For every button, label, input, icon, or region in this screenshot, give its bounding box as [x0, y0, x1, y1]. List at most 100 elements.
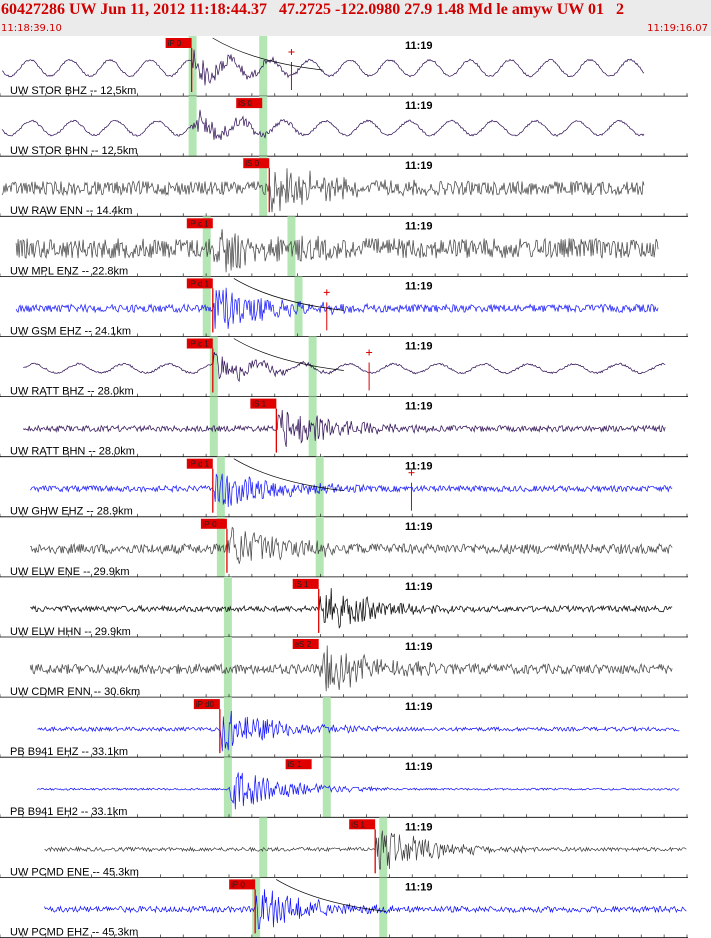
pick-label: iP d 1 — [189, 279, 210, 288]
trace-panel: 11:19 iS 1 UW ELW HHN -- 29.9km — [0, 576, 688, 638]
time-window-band — [209, 336, 218, 397]
minute-label: 11:19 — [405, 701, 433, 713]
coda-decay-curve — [233, 458, 344, 492]
pick-flag — [349, 819, 376, 830]
trace-panel: 11:19 iS 1 UW PCMD ENE -- 45.3km — [0, 817, 688, 878]
waveform-trace — [37, 710, 680, 752]
trace-panel: 11:19 iS 0 UW STOR BHN -- 12.5km — [0, 96, 688, 157]
station-label: PB B941 EH2 -- 33.1km — [10, 806, 127, 818]
station-label: UW ELW ENE -- 29.9km — [10, 566, 130, 578]
pick-label: iS 0 — [238, 99, 252, 108]
pick-label: iS 1 — [351, 820, 365, 829]
waveform-trace — [29, 473, 673, 508]
pick-flag — [243, 158, 270, 169]
time-window-band — [223, 637, 232, 698]
minute-label: 11:19 — [405, 521, 433, 533]
waveform-trace — [1, 49, 645, 86]
minute-label: 11:19 — [405, 401, 433, 413]
pick-label: eS 2 — [295, 640, 312, 649]
trace-panel: 11:19 iP 0 UW ELW ENE -- 29.9km — [0, 516, 688, 578]
pick-flag — [292, 639, 319, 649]
pick-label: iP d 1 — [189, 460, 210, 469]
station-label: UW GHW EHZ -- 28.9km — [10, 506, 133, 518]
pick-flag — [229, 879, 256, 890]
time-window-band — [209, 396, 218, 457]
time-window-band — [259, 156, 268, 217]
pick-label: iS 1 — [295, 580, 309, 589]
station-label: UW PCMD EHZ -- 45.3km — [10, 926, 138, 938]
pick-label: iP 0 — [231, 880, 245, 889]
waveform-trace — [15, 287, 659, 329]
event-title: 60427286 UW Jun 11, 2012 11:18:44.37 47.… — [1, 1, 624, 18]
trace-panel: 11:19 iP d 1 UW GSM EHZ -- 24.1km — [0, 276, 688, 337]
trace-panel: 11:19 iP d 1 UW GHW EHZ -- 28.9km — [0, 456, 688, 518]
station-label: UW CDMR ENN -- 30.6km — [10, 686, 140, 698]
pick-flag — [186, 278, 213, 289]
minute-label: 11:19 — [405, 220, 433, 232]
trace-panel: 11:19 iP c 1 UW MPL ENZ -- 22.8km — [0, 216, 688, 277]
pick-flag — [236, 98, 263, 109]
time-window-band — [188, 96, 197, 157]
station-label: UW GSM EHZ -- 24.1km — [10, 325, 131, 337]
waveform-trace — [23, 351, 666, 382]
time-window-band — [294, 276, 303, 337]
pick-label: iS 1 — [288, 760, 302, 769]
time-window-band — [315, 516, 324, 577]
coda-decay-curve — [275, 879, 387, 912]
time-window-band — [216, 456, 225, 517]
pick-label: iP 0 — [168, 39, 182, 48]
waveform-trace — [30, 588, 673, 629]
end-time-label: 11:19:16.07 — [647, 23, 708, 34]
waveform-trace — [15, 229, 659, 273]
waveform-trace — [29, 645, 673, 692]
pick-flag — [285, 759, 312, 770]
minute-label: 11:19 — [405, 581, 433, 593]
minute-label: 11:19 — [405, 280, 433, 292]
waveform-trace — [30, 526, 673, 564]
time-window-band — [223, 697, 232, 758]
station-label: UW STOR BHN -- 12.5km — [10, 145, 138, 157]
waveform-trace — [44, 830, 687, 870]
waveform-trace — [44, 889, 687, 930]
pick-flag — [250, 398, 277, 409]
pick-flag — [193, 699, 220, 710]
time-window-band — [308, 396, 317, 457]
minute-label: 11:19 — [405, 461, 433, 473]
pick-flag — [165, 38, 192, 48]
station-label: UW RAW ENN -- 14.4km — [10, 205, 132, 217]
waveform-trace — [1, 109, 645, 140]
station-label: UW RATT BHZ -- 28.0km — [10, 386, 134, 398]
coda-decay-curve — [233, 278, 344, 311]
trace-panel: 11:19 iS 0 UW RAW ENN -- 14.4km — [0, 156, 688, 217]
waveform-trace — [22, 409, 666, 447]
pick-flag — [200, 518, 227, 529]
waveform-trace — [1, 168, 645, 213]
station-label: UW STOR BHZ -- 12.5km — [10, 85, 136, 97]
trace-panel: 11:19 iP 0 UW STOR BHZ -- 12.5km — [0, 36, 688, 97]
time-window-band — [223, 757, 232, 818]
minute-label: 11:19 — [405, 40, 433, 52]
coda-decay-curve — [212, 37, 323, 71]
station-label: UW PCMD ENE -- 45.3km — [10, 866, 139, 878]
coda-decay-curve — [233, 338, 344, 371]
minute-label: 11:19 — [405, 100, 433, 112]
station-label: UW ELW HHN -- 29.9km — [10, 626, 131, 638]
pick-label: iS 1 — [252, 400, 266, 409]
time-window-band — [259, 96, 268, 157]
trace-panel: 11:19 iP d0 PB B941 EHZ -- 33.1km — [0, 697, 688, 758]
minute-label: 11:19 — [405, 641, 433, 653]
minute-label: 11:19 — [405, 341, 433, 353]
pick-flag — [186, 458, 213, 469]
time-window-band — [252, 877, 261, 938]
trace-panels: 11:19 iP 0 UW STOR BHZ -- 12.5km 11:19 iS 0 U… — [0, 36, 688, 938]
trace-panel: 11:19 iP 0 UW PCMD EHZ -- 45.3km — [0, 877, 688, 938]
minute-label: 11:19 — [405, 160, 433, 172]
pick-flag — [186, 218, 213, 229]
station-label: UW RATT BHN -- 28.0km — [10, 446, 135, 458]
pick-flag — [292, 578, 319, 589]
trace-panel: 11:19 eS 2 UW CDMR ENN -- 30.6km — [0, 637, 688, 698]
pick-label: iP 0 — [203, 520, 217, 529]
station-label: PB B941 EHZ -- 33.1km — [10, 746, 128, 758]
minute-label: 11:19 — [405, 821, 433, 833]
trace-panel: 11:19 iS 1 PB B941 EH2 -- 33.1km — [0, 757, 688, 818]
